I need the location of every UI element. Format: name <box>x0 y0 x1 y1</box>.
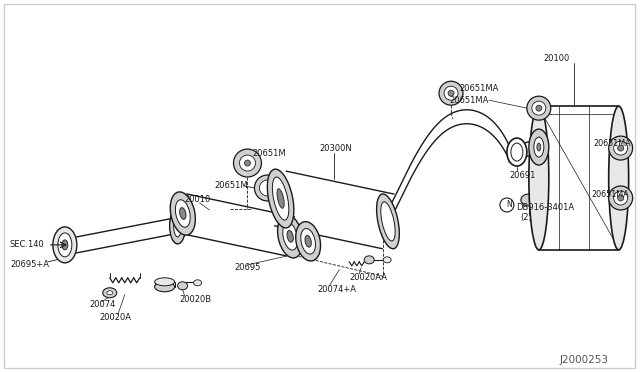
Ellipse shape <box>107 291 113 295</box>
Ellipse shape <box>155 278 175 286</box>
Ellipse shape <box>507 138 527 166</box>
Text: 20651MA: 20651MA <box>592 190 629 199</box>
Ellipse shape <box>180 208 186 219</box>
Ellipse shape <box>103 288 116 298</box>
Ellipse shape <box>536 105 542 111</box>
Ellipse shape <box>521 194 537 206</box>
Ellipse shape <box>614 141 628 155</box>
Ellipse shape <box>239 155 255 171</box>
Ellipse shape <box>175 200 190 227</box>
Ellipse shape <box>296 222 321 261</box>
Ellipse shape <box>278 215 303 258</box>
Text: 20100: 20100 <box>544 54 570 63</box>
Ellipse shape <box>376 194 399 249</box>
Text: 20695: 20695 <box>234 263 261 272</box>
Ellipse shape <box>255 175 280 201</box>
Ellipse shape <box>609 186 632 210</box>
Ellipse shape <box>614 191 628 205</box>
Text: 20300N: 20300N <box>319 144 352 153</box>
Ellipse shape <box>383 257 391 263</box>
Ellipse shape <box>287 230 293 242</box>
Text: 20651MA: 20651MA <box>449 96 488 105</box>
Ellipse shape <box>448 90 454 96</box>
Ellipse shape <box>62 240 68 250</box>
Ellipse shape <box>532 101 546 115</box>
Text: J2000253: J2000253 <box>560 355 609 365</box>
Text: 20074: 20074 <box>90 300 116 309</box>
Text: 20695+A: 20695+A <box>10 260 49 269</box>
Ellipse shape <box>170 192 195 235</box>
Text: 20651M: 20651M <box>252 148 286 158</box>
Ellipse shape <box>173 215 182 237</box>
Ellipse shape <box>305 235 311 247</box>
Ellipse shape <box>193 280 202 286</box>
Text: N: N <box>506 201 512 209</box>
Ellipse shape <box>58 233 72 257</box>
Ellipse shape <box>259 180 275 196</box>
Text: 20691: 20691 <box>509 170 535 180</box>
Ellipse shape <box>155 282 175 292</box>
Ellipse shape <box>444 86 458 100</box>
Text: 20074+A: 20074+A <box>317 285 356 294</box>
Ellipse shape <box>268 169 294 228</box>
Ellipse shape <box>301 228 316 254</box>
Ellipse shape <box>529 106 549 250</box>
Ellipse shape <box>381 202 395 241</box>
Text: 20651M: 20651M <box>214 180 248 189</box>
Ellipse shape <box>283 222 298 250</box>
Ellipse shape <box>178 282 188 290</box>
Text: SEC.140: SEC.140 <box>10 240 45 249</box>
Ellipse shape <box>537 143 541 151</box>
Ellipse shape <box>618 195 623 201</box>
Ellipse shape <box>439 81 463 105</box>
Ellipse shape <box>53 227 77 263</box>
Text: 20651MA: 20651MA <box>459 84 499 93</box>
Ellipse shape <box>527 96 551 120</box>
Ellipse shape <box>273 177 289 220</box>
Text: DB916-3401A: DB916-3401A <box>516 203 574 212</box>
Text: 20651MA: 20651MA <box>594 139 631 148</box>
Text: 20010: 20010 <box>184 195 211 205</box>
Ellipse shape <box>511 143 523 161</box>
Ellipse shape <box>277 189 284 208</box>
Ellipse shape <box>244 160 250 166</box>
Ellipse shape <box>364 256 374 264</box>
Ellipse shape <box>534 137 544 157</box>
Text: 20020B: 20020B <box>180 295 212 304</box>
Ellipse shape <box>170 208 186 244</box>
Ellipse shape <box>500 198 514 212</box>
Ellipse shape <box>609 106 628 250</box>
Ellipse shape <box>609 136 632 160</box>
Text: 20020AA: 20020AA <box>349 273 387 282</box>
Ellipse shape <box>618 145 623 151</box>
Text: (2): (2) <box>520 214 532 222</box>
Ellipse shape <box>234 149 261 177</box>
Text: 20020A: 20020A <box>100 313 132 322</box>
Ellipse shape <box>529 129 549 165</box>
